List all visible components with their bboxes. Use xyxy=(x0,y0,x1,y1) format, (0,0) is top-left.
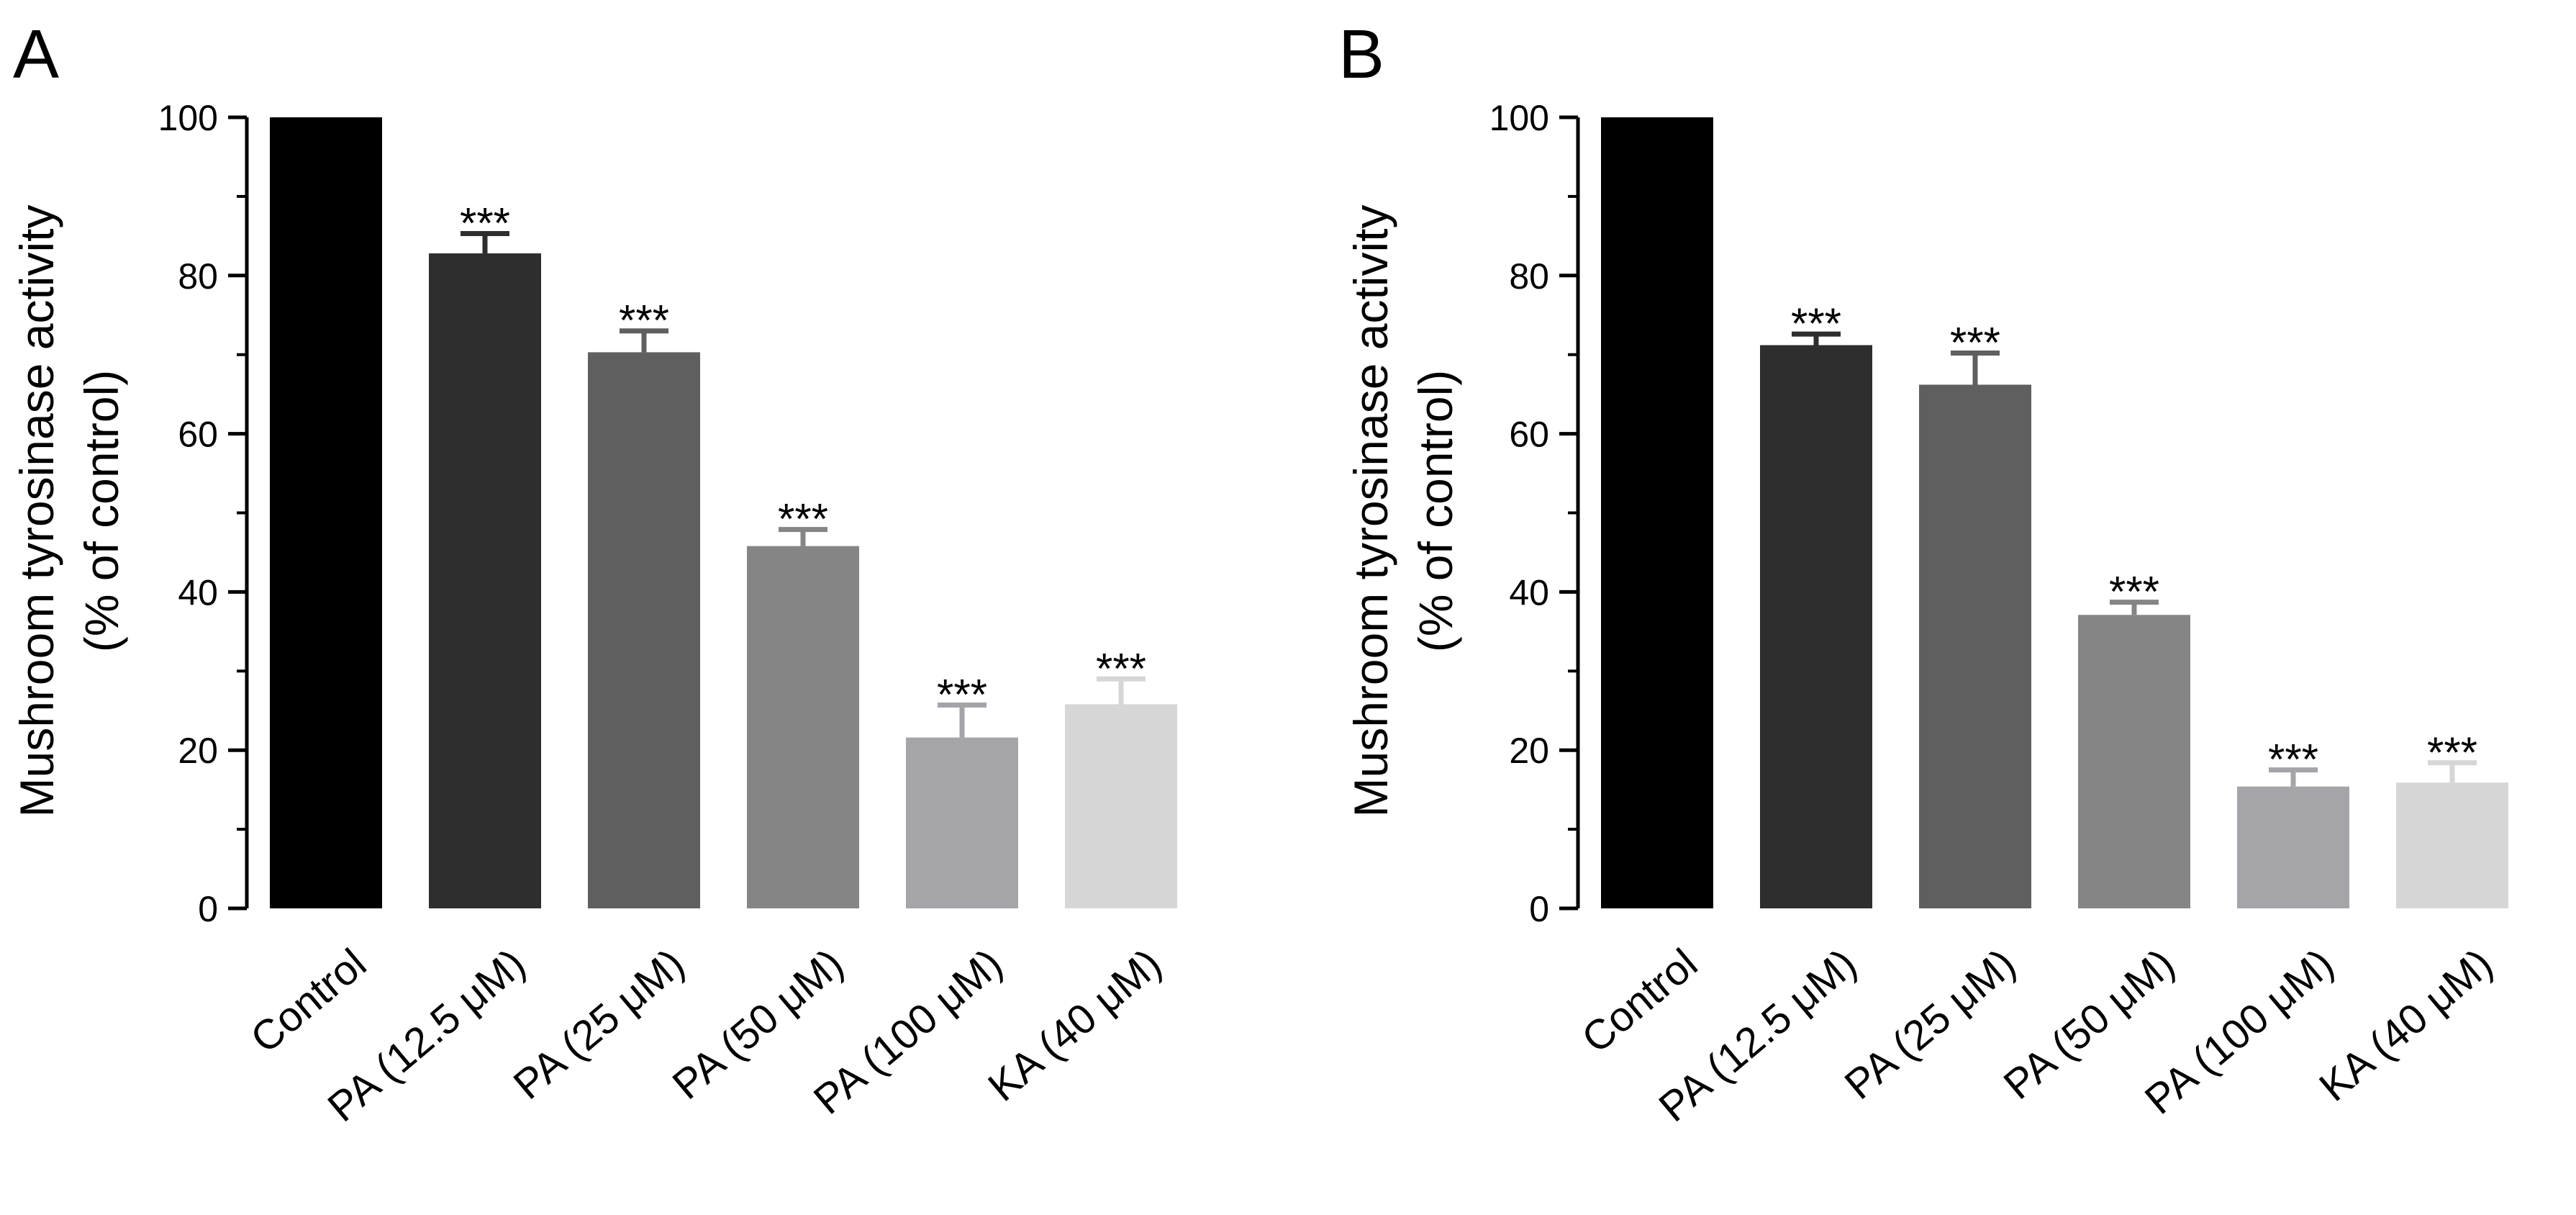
panel-a: A Mushroom tyrosinase activity (% of con… xyxy=(10,16,1177,1131)
panel-b-y-tick-label: 100 xyxy=(1489,98,1549,138)
panel-b-y-tick-label: 20 xyxy=(1509,731,1549,771)
panel-a-y-tick-label: 20 xyxy=(178,731,218,771)
panel-a-category-label: KA (40 μM) xyxy=(979,940,1170,1111)
panel-b-significance-label: *** xyxy=(1791,299,1841,348)
panel-b-y-tick-label: 80 xyxy=(1509,256,1549,297)
panel-a-significance-label: *** xyxy=(460,199,510,248)
panel-a-y-tick-label: 0 xyxy=(198,889,218,929)
panel-a-bar xyxy=(1065,704,1177,908)
panel-b: B Mushroom tyrosinase activity (% of con… xyxy=(1338,16,2508,1131)
panel-b-bar xyxy=(2237,786,2349,908)
panel-b-significance-label: *** xyxy=(2427,728,2477,777)
panel-a-significance-label: *** xyxy=(778,495,828,543)
panel-b-category-label: PA (25 μM) xyxy=(1836,940,2025,1108)
panel-a-category-label: PA (25 μM) xyxy=(505,940,694,1108)
panel-a-bar xyxy=(270,117,382,908)
panel-a-y-tick-label: 40 xyxy=(178,572,218,613)
panel-a-y-tick-label: 80 xyxy=(178,256,218,297)
panel-a-y-axis-label-line1: Mushroom tyrosinase activity xyxy=(10,205,63,818)
panel-a-category-label: Control xyxy=(242,940,375,1062)
panel-b-category-label: KA (40 μM) xyxy=(2310,940,2501,1111)
panel-a-significance-label: *** xyxy=(1096,644,1146,692)
panel-b-bar xyxy=(2396,782,2508,908)
panel-a-bar xyxy=(588,352,700,908)
panel-a-significance-label: *** xyxy=(619,297,669,345)
panel-b-y-tick-label: 40 xyxy=(1509,572,1549,613)
panel-a-y-tick-label: 100 xyxy=(158,98,218,138)
panel-a-bar xyxy=(906,737,1018,908)
panel-b-y-axis-label-line1: Mushroom tyrosinase activity xyxy=(1344,205,1397,818)
panel-b-label: B xyxy=(1338,16,1384,93)
panel-b-significance-label: *** xyxy=(1950,319,2000,367)
panel-a-significance-label: *** xyxy=(937,671,987,719)
panel-a-label: A xyxy=(13,16,59,93)
panel-a-y-tick-label: 60 xyxy=(178,415,218,455)
panel-b-significance-label: *** xyxy=(2268,736,2318,784)
panel-b-category-label: Control xyxy=(1573,940,1706,1062)
panel-b-y-axis-label-line2: (% of control) xyxy=(1409,370,1462,652)
panel-b-bar xyxy=(1919,384,2031,908)
panel-a-bar xyxy=(429,253,541,908)
panel-b-significance-label: *** xyxy=(2109,568,2159,616)
panel-b-y-tick-label: 0 xyxy=(1529,889,1549,929)
panel-b-y-tick-label: 60 xyxy=(1509,415,1549,455)
panel-a-bar xyxy=(747,546,859,908)
panel-b-bar xyxy=(1601,117,1713,908)
panel-b-bar xyxy=(1760,345,1872,909)
panel-b-bar xyxy=(2078,615,2190,908)
panel-a-y-axis-label-line2: (% of control) xyxy=(75,370,128,652)
